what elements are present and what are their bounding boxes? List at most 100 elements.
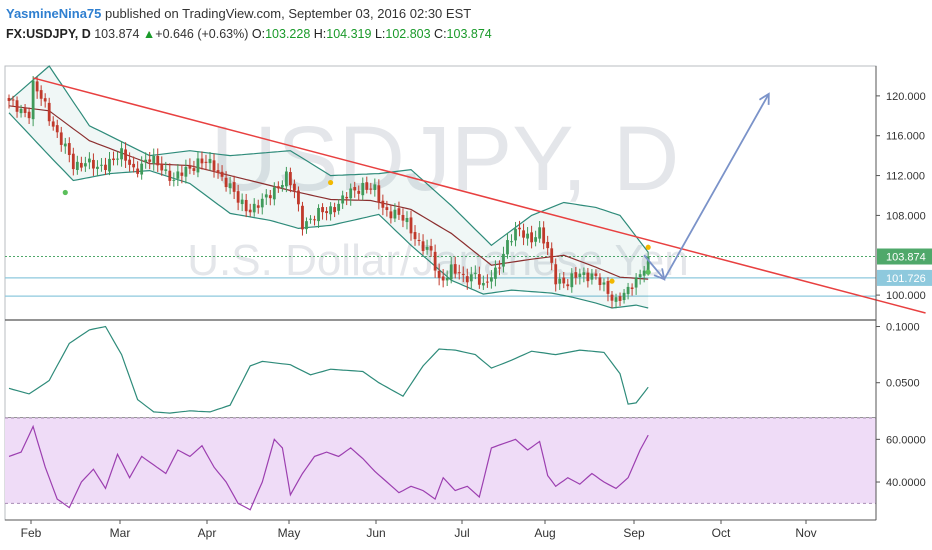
- candle[interactable]: [75, 155, 79, 175]
- candle[interactable]: [514, 221, 517, 247]
- candle[interactable]: [457, 264, 461, 280]
- bollinger-lower-line[interactable]: [8, 112, 649, 309]
- candle[interactable]: [321, 203, 324, 220]
- price-pane[interactable]: [5, 65, 926, 314]
- candle[interactable]: [558, 273, 562, 290]
- candle[interactable]: [280, 180, 284, 192]
- candle[interactable]: [309, 215, 312, 224]
- candle[interactable]: [224, 171, 228, 192]
- candle[interactable]: [373, 178, 377, 197]
- candle[interactable]: [27, 107, 31, 124]
- candle[interactable]: [353, 181, 357, 198]
- candle[interactable]: [578, 268, 582, 285]
- candle[interactable]: [160, 156, 164, 176]
- candle[interactable]: [614, 293, 618, 309]
- candle[interactable]: [240, 193, 244, 212]
- candle[interactable]: [268, 189, 272, 206]
- candle[interactable]: [156, 148, 160, 173]
- candle[interactable]: [284, 166, 288, 193]
- candle[interactable]: [554, 258, 558, 292]
- candle[interactable]: [7, 94, 11, 109]
- candle[interactable]: [477, 266, 481, 289]
- candle[interactable]: [172, 172, 176, 187]
- candle[interactable]: [341, 190, 345, 209]
- candle[interactable]: [622, 289, 626, 304]
- candle[interactable]: [244, 193, 248, 218]
- candle[interactable]: [449, 256, 453, 284]
- candle[interactable]: [381, 194, 385, 216]
- candle[interactable]: [361, 177, 365, 201]
- candle[interactable]: [100, 158, 103, 172]
- candle[interactable]: [15, 96, 19, 118]
- candle[interactable]: [116, 151, 119, 166]
- candle[interactable]: [184, 159, 188, 184]
- trendline[interactable]: [32, 77, 926, 314]
- candle[interactable]: [228, 176, 232, 195]
- candle[interactable]: [630, 283, 634, 296]
- candle[interactable]: [349, 183, 353, 206]
- candle[interactable]: [574, 267, 578, 285]
- candle[interactable]: [35, 76, 39, 99]
- candle[interactable]: [550, 242, 554, 271]
- candle[interactable]: [256, 199, 260, 214]
- candle[interactable]: [305, 217, 308, 234]
- candle[interactable]: [188, 158, 192, 175]
- candle[interactable]: [11, 95, 15, 107]
- candle[interactable]: [92, 153, 95, 176]
- candle[interactable]: [490, 270, 493, 289]
- candle[interactable]: [590, 269, 594, 285]
- candle[interactable]: [128, 152, 131, 172]
- candle[interactable]: [618, 292, 622, 307]
- candle[interactable]: [433, 244, 437, 278]
- candle[interactable]: [88, 152, 91, 170]
- candle[interactable]: [79, 156, 83, 172]
- candle[interactable]: [598, 273, 602, 291]
- candle[interactable]: [112, 151, 115, 166]
- candle[interactable]: [59, 126, 63, 152]
- candle[interactable]: [337, 199, 341, 215]
- candle[interactable]: [594, 269, 598, 280]
- author-link[interactable]: YasmineNina75: [6, 6, 102, 21]
- candle[interactable]: [465, 268, 469, 290]
- candle[interactable]: [385, 200, 389, 217]
- candle[interactable]: [71, 147, 75, 176]
- candle[interactable]: [530, 225, 533, 249]
- candle[interactable]: [494, 260, 497, 287]
- candle[interactable]: [586, 267, 590, 288]
- candle[interactable]: [19, 104, 23, 118]
- candle[interactable]: [325, 207, 328, 221]
- candle[interactable]: [276, 181, 280, 193]
- candle[interactable]: [252, 198, 256, 217]
- candle[interactable]: [345, 192, 349, 206]
- candle[interactable]: [317, 204, 320, 228]
- candle[interactable]: [461, 266, 465, 283]
- candle[interactable]: [164, 161, 168, 175]
- candle[interactable]: [642, 265, 646, 283]
- candle[interactable]: [297, 186, 300, 212]
- candle[interactable]: [204, 154, 208, 171]
- candle[interactable]: [485, 274, 489, 288]
- rsi-pane[interactable]: [5, 417, 876, 511]
- bandwidth-pane[interactable]: [8, 325, 649, 414]
- candle[interactable]: [329, 202, 332, 221]
- bollinger-basis-line[interactable]: [8, 105, 649, 280]
- candle[interactable]: [562, 271, 566, 289]
- candle[interactable]: [377, 179, 381, 210]
- candle[interactable]: [409, 210, 413, 241]
- candle[interactable]: [83, 156, 87, 172]
- candle[interactable]: [43, 93, 47, 108]
- candle[interactable]: [626, 282, 630, 300]
- candle[interactable]: [301, 201, 304, 236]
- candle[interactable]: [51, 116, 55, 131]
- candle[interactable]: [144, 152, 148, 169]
- candle[interactable]: [313, 215, 316, 226]
- candle[interactable]: [610, 290, 614, 308]
- candle[interactable]: [293, 179, 296, 199]
- candle[interactable]: [421, 234, 425, 255]
- candle[interactable]: [264, 189, 268, 205]
- candle[interactable]: [369, 182, 373, 195]
- candle[interactable]: [289, 167, 292, 193]
- candle[interactable]: [96, 160, 99, 177]
- candle[interactable]: [55, 119, 59, 138]
- candle[interactable]: [473, 265, 477, 280]
